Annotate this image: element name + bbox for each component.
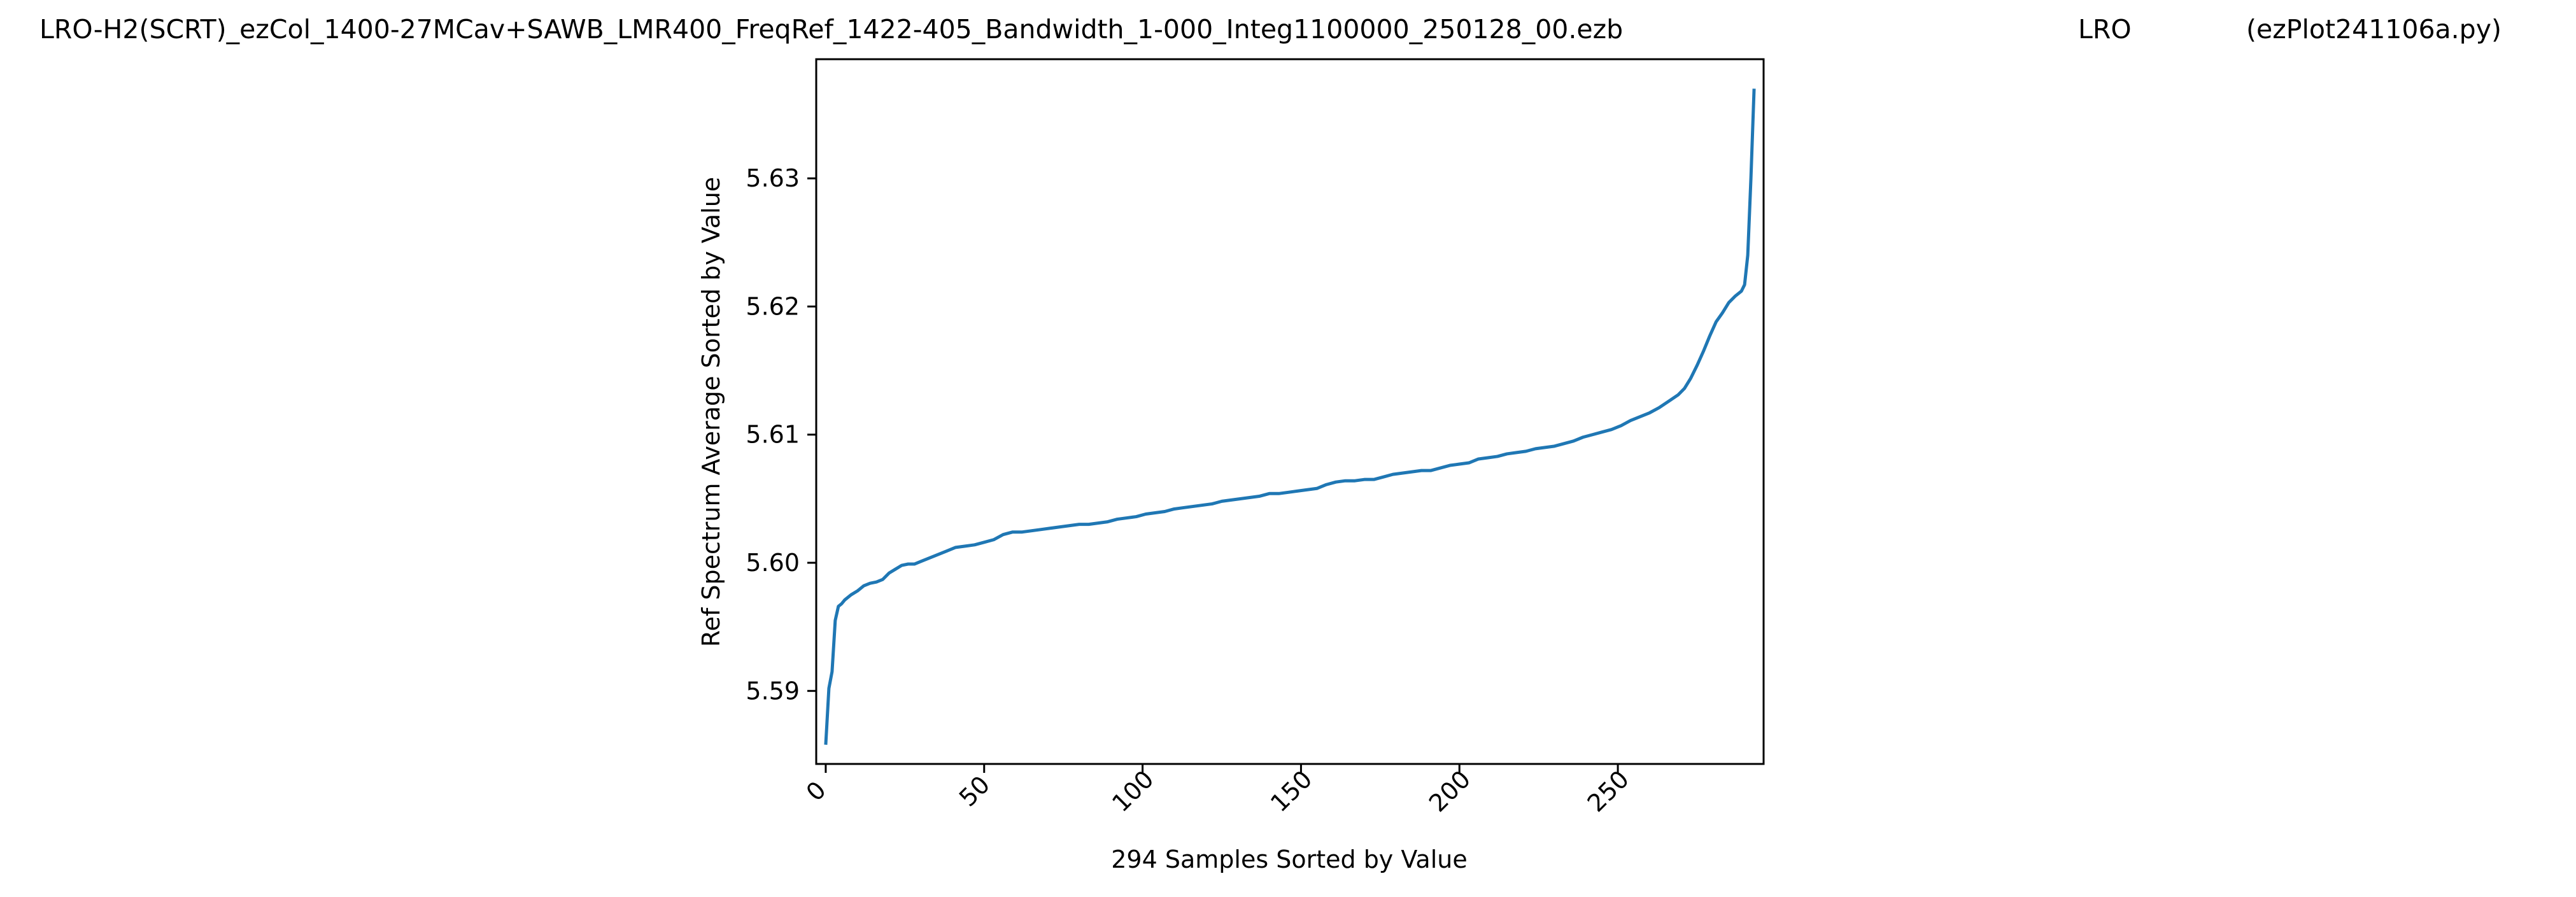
x-axis-label: 294 Samples Sorted by Value — [1111, 845, 1467, 873]
y-tick-label: 5.62 — [746, 292, 800, 320]
y-axis-label: Ref Spectrum Average Sorted by Value — [697, 177, 725, 647]
y-tick-label: 5.63 — [746, 164, 800, 192]
header-script-name: (ezPlot241106a.py) — [2246, 14, 2502, 45]
y-tick-label: 5.60 — [746, 549, 800, 577]
header-station: LRO — [2078, 14, 2132, 45]
header-filename: LRO-H2(SCRT)_ezCol_1400-27MCav+SAWB_LMR4… — [39, 14, 1623, 45]
y-tick-label: 5.59 — [746, 677, 800, 705]
plot-area — [815, 58, 1765, 765]
y-tick-label: 5.61 — [746, 421, 800, 449]
y-axis: 5.59 5.60 5.61 5.62 5.63 — [746, 164, 816, 705]
plot-frame — [815, 58, 1765, 765]
series-line-0 — [824, 88, 1756, 745]
